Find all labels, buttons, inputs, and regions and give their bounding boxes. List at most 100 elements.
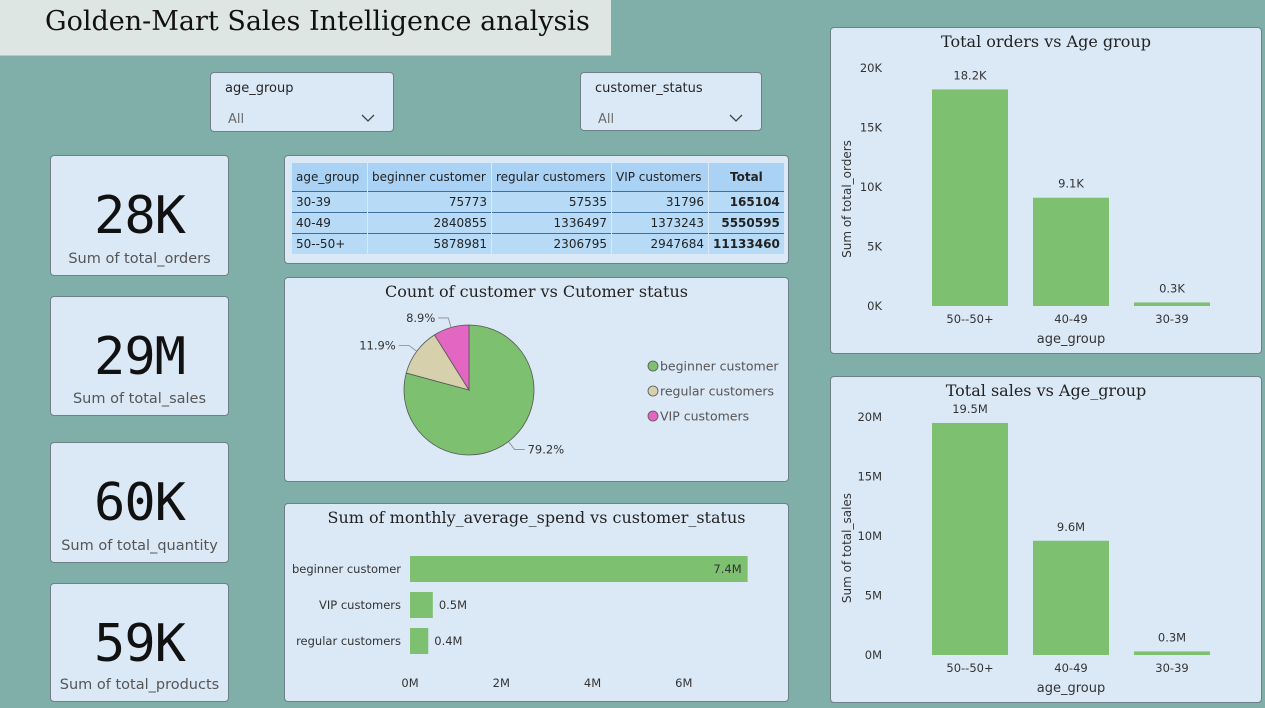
kpi-card-total-sales: 29M Sum of total_sales — [50, 296, 229, 416]
kpi-card-total-products: 59K Sum of total_products — [50, 583, 229, 702]
matrix-cell: 31796 — [611, 191, 709, 213]
bar[interactable] — [932, 422, 1008, 655]
chart-title: Total orders vs Age group — [941, 32, 1151, 51]
x-tick-label: 2M — [493, 676, 510, 690]
orders-by-age-bar-chart[interactable]: 0K 5K 10K 15K 20K 18.2K 50--50+ 9.1K 40-49 0.3K 30… — [831, 53, 1261, 353]
bar-data-label: 0.5M — [439, 598, 467, 612]
table-row[interactable]: 30-39 75773 57535 31796 165104 — [292, 191, 785, 213]
bar[interactable] — [410, 556, 748, 582]
category-label: beginner customer — [292, 562, 401, 576]
kpi-label: Sum of total_sales — [72, 391, 207, 407]
sales-chart-panel: Total sales vs Age_group 0M 5M 10M 15M 20M 19… — [830, 376, 1262, 703]
kpi-value: 29M — [94, 327, 186, 387]
y-tick-label: 15K — [860, 121, 883, 135]
bar[interactable] — [410, 628, 429, 654]
bar-data-label: 0.4M — [434, 634, 462, 648]
y-tick-label: 5M — [865, 589, 882, 603]
y-tick-label: 0M — [865, 648, 882, 662]
y-tick-label: 0K — [867, 299, 882, 313]
legend-marker[interactable] — [647, 385, 659, 397]
customer-matrix-panel: age_group beginner customer regular cust… — [284, 155, 789, 264]
bar[interactable] — [1134, 302, 1210, 306]
customer-status-slicer-label: customer_status — [595, 81, 703, 96]
matrix-header[interactable]: age_group — [292, 163, 368, 192]
age-group-slicer[interactable]: age_group All — [210, 72, 394, 132]
bar[interactable] — [410, 592, 433, 618]
bar-data-label: 9.6M — [1057, 520, 1085, 534]
kpi-value: 28K — [94, 186, 186, 246]
bar-data-label: 0.3M — [1158, 630, 1186, 644]
kpi-label: Sum of total_quantity — [61, 538, 218, 554]
legend-marker[interactable] — [647, 360, 659, 372]
pie-slice-VIP-customers[interactable] — [433, 324, 470, 392]
matrix-cell: 2947684 — [611, 233, 709, 254]
matrix-cell-total: 165104 — [708, 191, 785, 213]
y-tick-label: 10M — [857, 529, 882, 543]
bar-data-label: 0.3K — [1159, 281, 1185, 295]
bar[interactable] — [932, 89, 1008, 306]
bar[interactable] — [1033, 540, 1109, 655]
category-label: 30-39 — [1155, 661, 1188, 675]
matrix-header[interactable]: regular customers — [491, 163, 612, 192]
pie-chart-panel: Count of customer vs Cutomer status 79.2… — [284, 277, 789, 482]
category-label: 50--50+ — [946, 661, 993, 675]
category-label: 40-49 — [1054, 312, 1087, 326]
matrix-cell: 2306795 — [491, 233, 612, 254]
chevron-down-icon[interactable] — [361, 113, 375, 123]
matrix-cell: 1373243 — [611, 212, 709, 234]
category-label: VIP customers — [319, 598, 401, 612]
chart-title: Count of customer vs Cutomer status — [385, 282, 688, 301]
matrix-header-row: age_group beginner customer regular cust… — [292, 163, 785, 192]
customer-status-pie-chart[interactable]: 79.2% 11.9% 8.9% beginner customer regular c… — [285, 306, 788, 481]
bar-data-label: 19.5M — [952, 402, 988, 416]
customer-status-slicer-value[interactable]: All — [598, 112, 615, 127]
matrix-cell: 40-49 — [292, 212, 368, 234]
matrix-cell-total: 5550595 — [708, 212, 785, 234]
matrix-cell: 30-39 — [292, 191, 368, 213]
orders-chart-panel: Total orders vs Age group 0K 5K 10K 15K 20K 1… — [830, 27, 1262, 354]
y-tick-label: 20K — [860, 61, 883, 75]
table-row[interactable]: 40-49 2840855 1336497 1373243 5550595 — [292, 212, 785, 234]
y-tick-label: 15M — [857, 470, 882, 484]
report-title-banner: Golden-Mart Sales Intelligence analysis — [0, 0, 611, 56]
hbar-chart-panel: Sum of monthly_average_spend vs customer… — [284, 503, 789, 702]
category-label: 30-39 — [1155, 312, 1188, 326]
legend-label: regular customers — [660, 384, 774, 399]
matrix-cell: 2840855 — [367, 212, 492, 234]
pie-data-label: 8.9% — [406, 311, 435, 325]
legend-marker[interactable] — [647, 410, 659, 422]
bar[interactable] — [1033, 197, 1109, 306]
matrix-cell: 50--50+ — [292, 233, 368, 254]
y-tick-label: 5K — [867, 240, 882, 254]
kpi-label: Sum of total_orders — [68, 251, 211, 267]
chevron-down-icon[interactable] — [729, 113, 743, 123]
kpi-value: 59K — [94, 614, 186, 674]
x-axis-label: age_group — [1037, 332, 1105, 347]
x-tick-label: 0M — [401, 676, 418, 690]
table-row[interactable]: 50--50+ 5878981 2306795 2947684 11133460 — [292, 233, 785, 254]
legend-label: VIP customers — [660, 409, 749, 424]
matrix-header-total[interactable]: Total — [708, 163, 785, 192]
matrix-header[interactable]: beginner customer — [367, 163, 492, 192]
matrix-cell: 5878981 — [367, 233, 492, 254]
matrix-header[interactable]: VIP customers — [611, 163, 709, 192]
y-axis-label: Sum of total_sales — [840, 493, 854, 603]
kpi-value: 60K — [94, 473, 186, 533]
sales-by-age-bar-chart[interactable]: 0M 5M 10M 15M 20M 19.5M 50--50+ 9.6M 40-49 0.3M 30… — [831, 402, 1261, 702]
category-label: 50--50+ — [946, 312, 993, 326]
pie-data-label: 79.2% — [528, 443, 565, 457]
kpi-label: Sum of total_products — [59, 677, 220, 693]
bar[interactable] — [1134, 651, 1210, 655]
pie-leader-line — [398, 344, 418, 352]
age-group-slicer-value[interactable]: All — [228, 112, 245, 127]
pie-leader-line — [508, 441, 525, 450]
legend-label: beginner customer — [660, 359, 779, 374]
pie-leader-line — [438, 317, 452, 328]
monthly-spend-bar-chart[interactable]: beginner customer 7.4M VIP customers 0.5M re… — [285, 531, 788, 701]
pie-data-label: 11.9% — [359, 338, 396, 352]
customer-matrix[interactable]: age_group beginner customer regular cust… — [292, 163, 785, 254]
customer-status-slicer[interactable]: customer_status All — [580, 72, 762, 131]
category-label: 40-49 — [1054, 661, 1087, 675]
x-axis-label: age_group — [1037, 681, 1105, 696]
kpi-card-total-orders: 28K Sum of total_orders — [50, 155, 229, 276]
